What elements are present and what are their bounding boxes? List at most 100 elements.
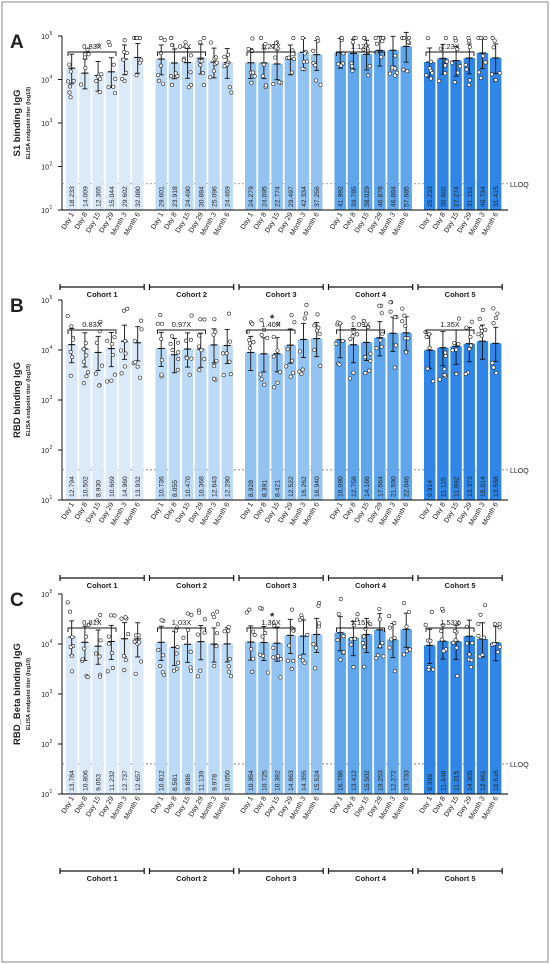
bar (311, 634, 323, 794)
bar (311, 338, 323, 500)
ratio-label: 1.04X (172, 42, 192, 51)
data-point (311, 642, 316, 647)
ratio-label: 1.40X (261, 320, 281, 329)
data-point (199, 348, 204, 353)
data-point (67, 62, 72, 67)
data-point (123, 351, 128, 356)
data-point (351, 622, 356, 627)
data-point (189, 313, 194, 318)
y-tick-label: 10 (41, 348, 49, 355)
bar-value-label: 57.685 (404, 186, 411, 207)
data-point (96, 43, 101, 48)
data-point (289, 70, 294, 75)
data-point (159, 372, 164, 377)
data-point (138, 35, 143, 40)
data-point (290, 607, 295, 612)
significance-marker: * (270, 611, 275, 623)
data-point (247, 341, 252, 346)
data-point (110, 342, 115, 347)
data-point (169, 35, 174, 40)
ratio-label: 1.09X (351, 320, 371, 329)
data-point (429, 59, 434, 64)
data-point (68, 84, 73, 89)
y-tick-exponent: 5 (50, 589, 53, 595)
bar (271, 63, 283, 211)
data-point (380, 39, 385, 44)
data-point (249, 80, 254, 85)
data-point (393, 53, 398, 58)
data-point (402, 313, 407, 318)
data-point (244, 610, 249, 615)
data-point (258, 606, 263, 611)
data-point (183, 338, 188, 343)
data-point (491, 365, 496, 370)
data-point (70, 669, 75, 674)
bar-value-label: 10.736 (159, 476, 166, 497)
data-point (161, 81, 166, 86)
data-point (247, 338, 252, 343)
data-point (387, 645, 392, 650)
data-point (176, 350, 181, 355)
data-point (208, 75, 213, 80)
data-point (226, 669, 231, 674)
data-point (68, 645, 73, 650)
data-point (464, 641, 469, 646)
bar (92, 75, 104, 210)
significance-marker: * (270, 313, 275, 325)
data-point (99, 72, 104, 77)
y-tick-exponent: 3 (50, 118, 53, 124)
data-point (249, 647, 254, 652)
bar (360, 634, 373, 794)
data-point (250, 669, 255, 674)
data-point (351, 370, 356, 375)
data-point (97, 90, 102, 95)
data-point (139, 58, 144, 63)
data-point (298, 654, 303, 659)
data-point (316, 325, 321, 330)
data-point (379, 344, 384, 349)
data-point (355, 332, 360, 337)
bar (105, 641, 117, 794)
bar-value-label: 12.522 (288, 476, 295, 497)
data-point (481, 635, 486, 640)
bar-value-label: 13.373 (467, 476, 474, 497)
data-point (349, 637, 354, 642)
data-point (440, 606, 445, 611)
data-point (183, 40, 188, 45)
data-point (490, 360, 495, 365)
bar-value-label: 30.602 (440, 186, 447, 207)
bar-value-label: 8.055 (172, 480, 179, 497)
data-point (476, 621, 481, 626)
bar (181, 644, 194, 794)
bar-value-label: 40.734 (480, 186, 487, 207)
data-point (196, 344, 201, 349)
bar-value-label: 12.290 (225, 476, 232, 497)
bar (181, 62, 194, 211)
data-point (170, 42, 175, 47)
data-point (311, 48, 316, 53)
bar (284, 635, 296, 794)
bar (168, 63, 181, 210)
bar (105, 348, 117, 500)
data-point (82, 52, 87, 57)
bar-value-label: 9.978 (212, 774, 219, 791)
data-point (455, 674, 460, 679)
bar-value-label: 29.497 (288, 186, 295, 207)
data-point (443, 63, 448, 68)
data-point (453, 35, 458, 40)
data-point (112, 372, 117, 377)
data-point (304, 302, 309, 307)
data-point (170, 347, 175, 352)
bar (79, 642, 91, 794)
data-point (189, 356, 194, 361)
data-point (456, 621, 461, 626)
y-tick-label: 10 (41, 398, 49, 405)
bar-value-label: 15.524 (314, 770, 321, 791)
bar (400, 629, 412, 794)
data-point (381, 654, 386, 659)
bar-value-label: 14.009 (82, 186, 89, 207)
data-point (123, 339, 128, 344)
data-point (468, 334, 473, 339)
bar-value-label: 46.884 (391, 186, 398, 207)
